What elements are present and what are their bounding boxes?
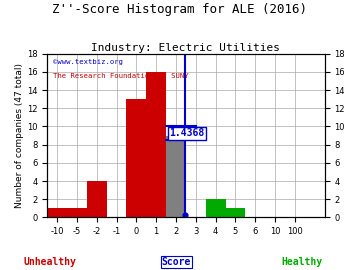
Bar (166, 136, 186, 217)
Bar (47, 208, 67, 217)
Title: Industry: Electric Utilities: Industry: Electric Utilities (91, 43, 280, 53)
Text: Score: Score (162, 257, 191, 267)
Text: 1.4368: 1.4368 (169, 128, 204, 138)
Text: The Research Foundation of SUNY: The Research Foundation of SUNY (53, 73, 188, 79)
Bar (206, 199, 225, 217)
Text: ©www.textbiz.org: ©www.textbiz.org (53, 59, 123, 65)
Bar (126, 99, 146, 217)
Text: Healthy: Healthy (282, 257, 323, 267)
Text: Z''-Score Histogram for ALE (2016): Z''-Score Histogram for ALE (2016) (53, 3, 307, 16)
Text: Unhealthy: Unhealthy (24, 257, 77, 267)
Bar (225, 208, 246, 217)
Bar (87, 181, 107, 217)
Y-axis label: Number of companies (47 total): Number of companies (47 total) (15, 63, 24, 208)
Bar (146, 72, 166, 217)
Bar (67, 208, 87, 217)
